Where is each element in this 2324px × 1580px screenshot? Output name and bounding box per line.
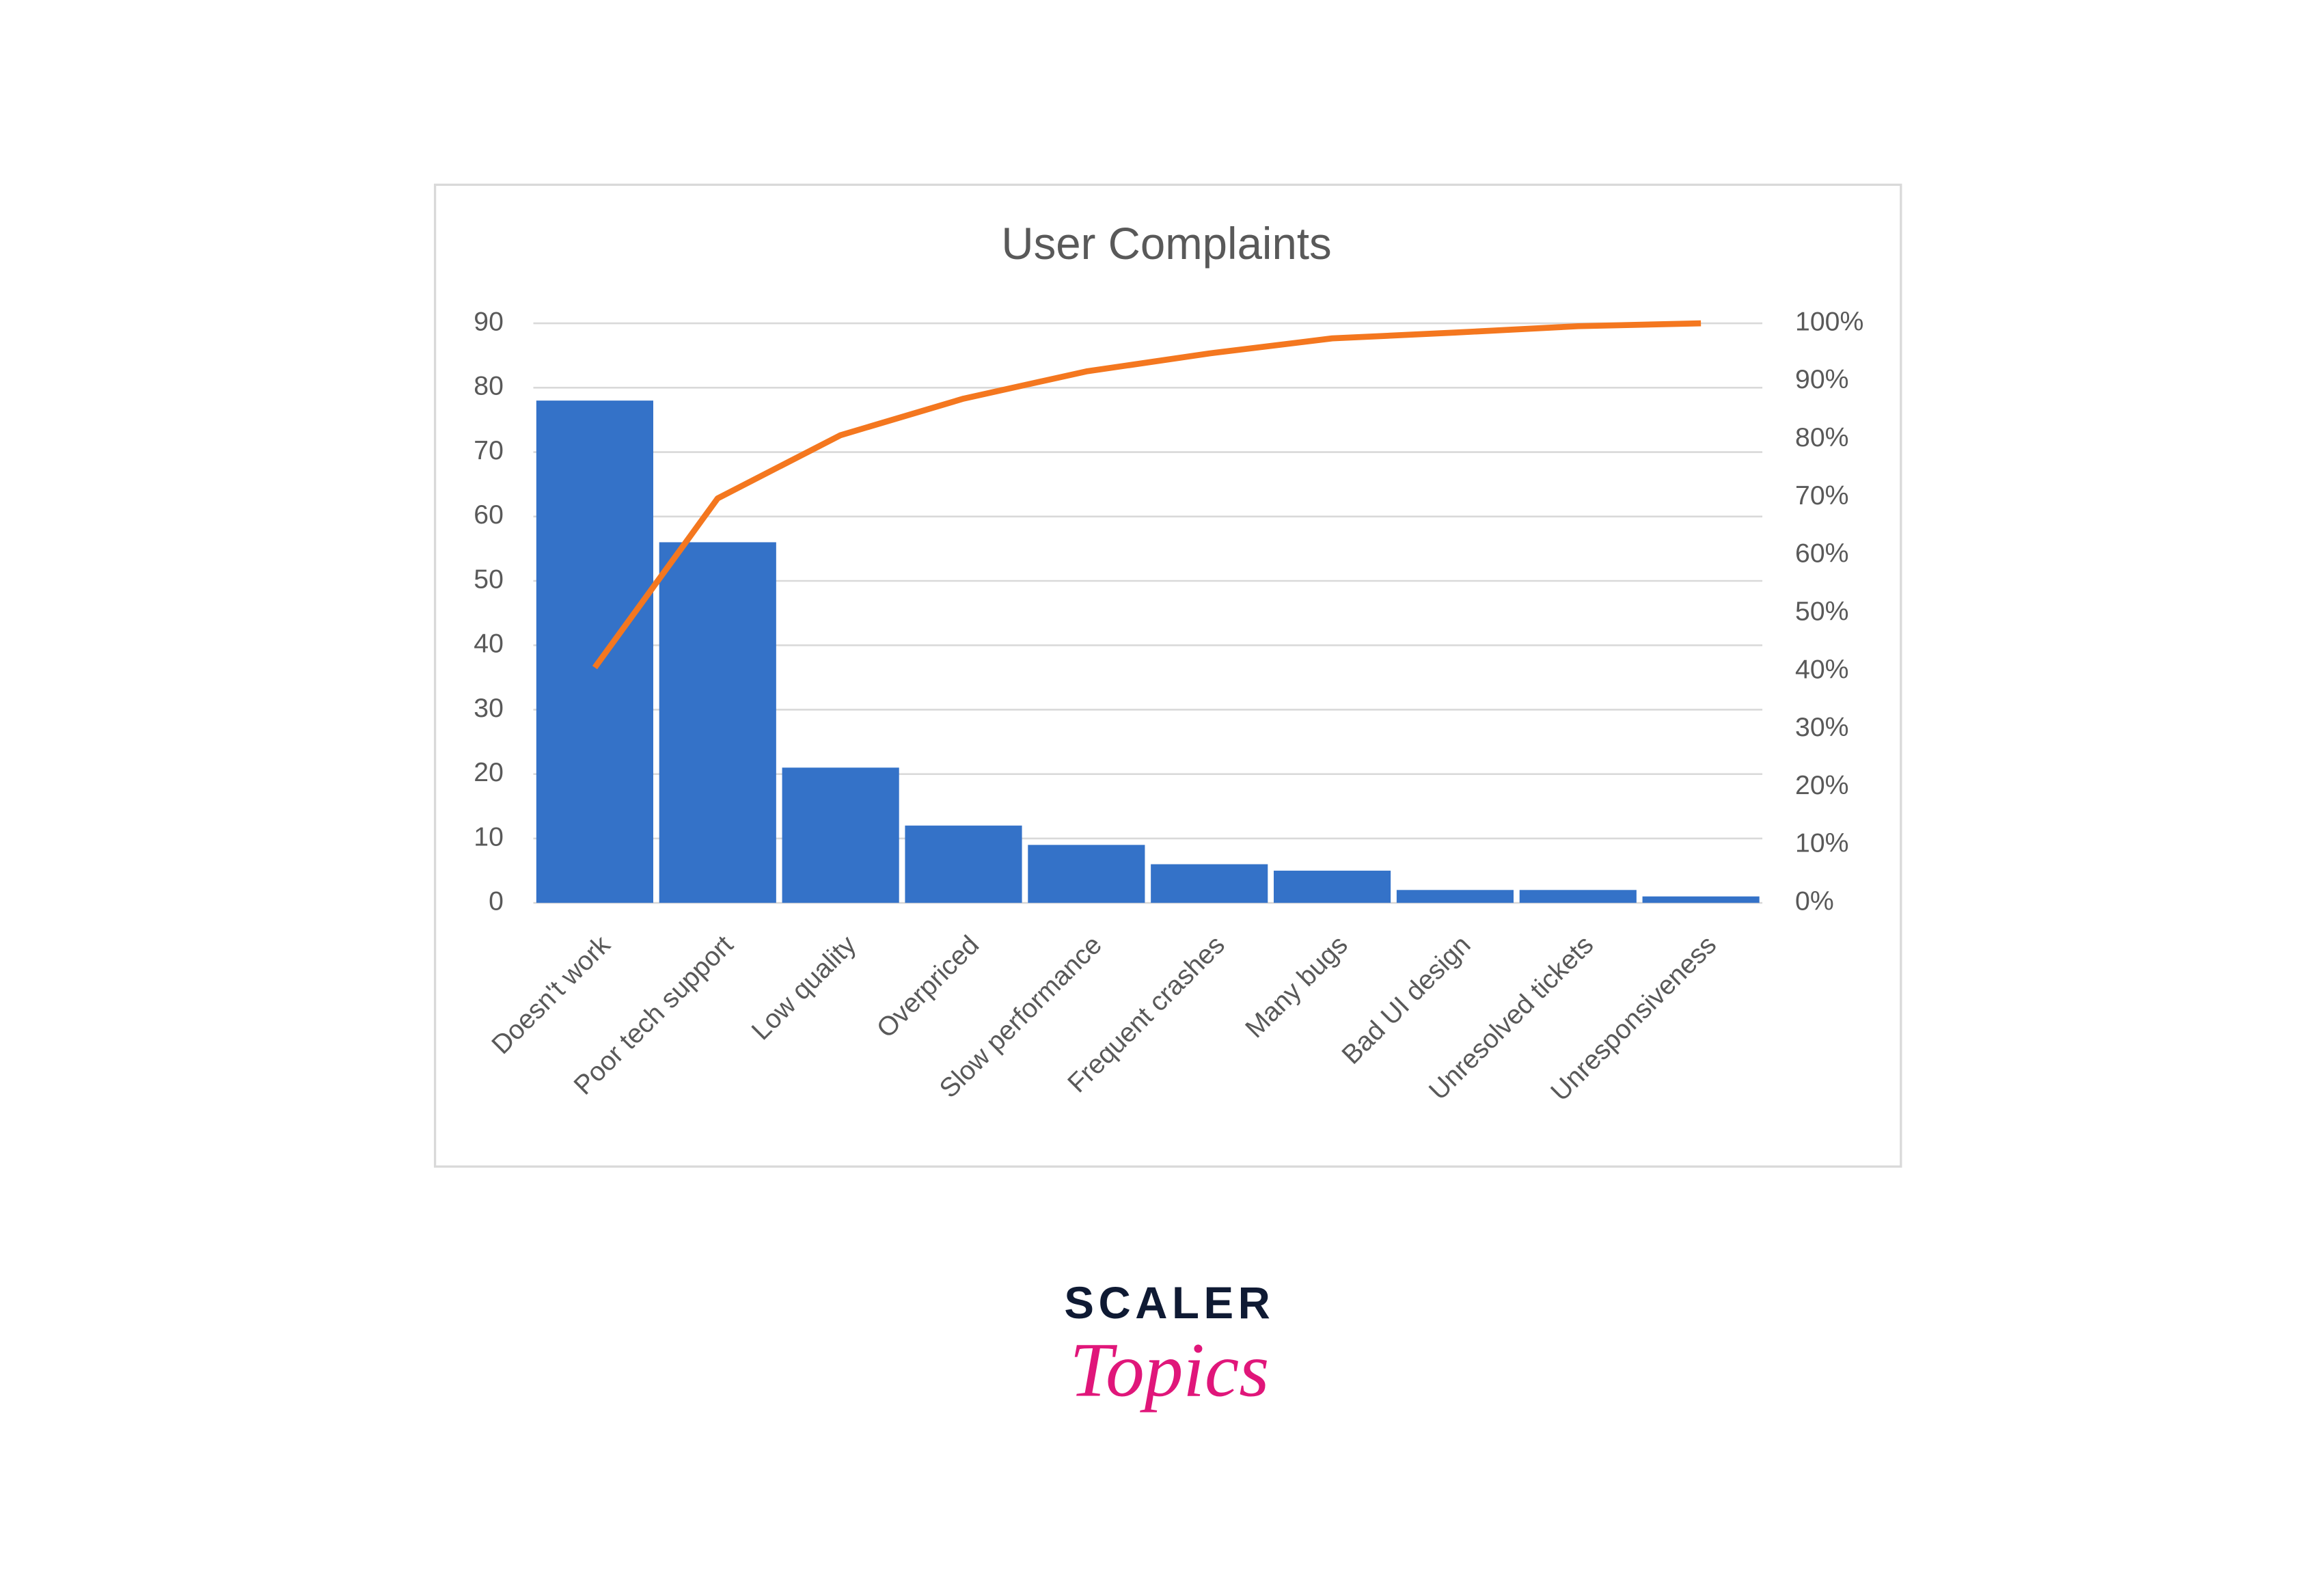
bar [1642,896,1760,903]
y-tick-label: 50 [474,564,504,594]
y-tick-label: 20 [474,757,504,787]
chart-title: User Complaints [1001,219,1331,269]
bar [1274,871,1391,903]
y2-tick-label: 20% [1795,770,1849,800]
logo-text: SCALER [1064,1278,1274,1328]
bar [782,767,899,903]
y-tick-label: 30 [474,693,504,723]
y-tick-label: 80 [474,371,504,401]
y2-tick-label: 30% [1795,712,1849,742]
y2-tick-label: 90% [1795,364,1849,394]
y2-tick-label: 50% [1795,596,1849,626]
y-tick-label: 0 [489,886,504,916]
logo-text: Topics [1069,1327,1269,1413]
y2-tick-label: 80% [1795,422,1849,452]
y-tick-label: 90 [474,306,504,336]
bar [1028,845,1145,903]
y-tick-label: 60 [474,500,504,530]
bar [659,542,776,903]
bar [1519,890,1637,903]
y-tick-label: 40 [474,629,504,659]
y2-tick-label: 0% [1795,886,1834,916]
y-tick-label: 70 [474,435,504,465]
y2-tick-label: 10% [1795,828,1849,858]
bar [1151,864,1268,903]
y2-tick-label: 70% [1795,480,1849,510]
bar [905,826,1022,903]
cumulative-line [592,320,1701,670]
y2-tick-label: 60% [1795,539,1849,569]
y-tick-label: 10 [474,821,504,852]
bar [536,400,653,903]
y2-tick-label: 40% [1795,654,1849,684]
bar [1396,890,1514,903]
y2-tick-label: 100% [1795,306,1863,336]
